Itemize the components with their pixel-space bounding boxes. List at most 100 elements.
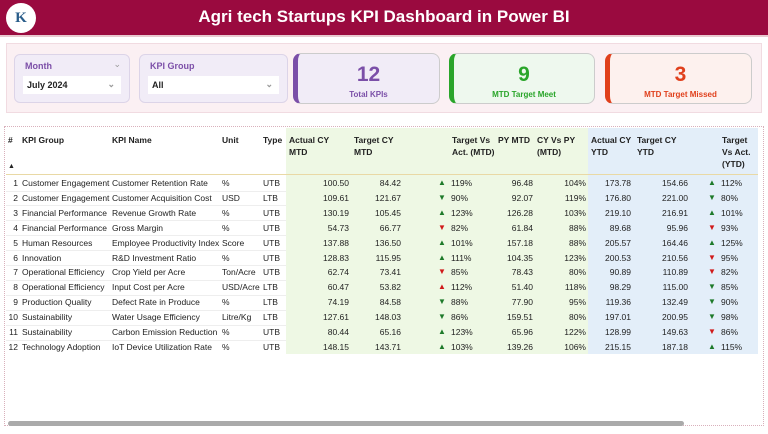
cell-n: 3 <box>13 207 18 218</box>
cell-n: 1 <box>13 178 18 188</box>
cell-tgt-ytd: 200.95 <box>662 312 688 323</box>
kpi-group-dropdown[interactable]: All ⌄ <box>148 76 279 94</box>
cell-py-mtd: 65.96 <box>511 327 533 337</box>
cell-tgt-mtd: 121.67 <box>375 192 401 203</box>
triangle-down-icon: ▼ <box>438 297 446 307</box>
cell-act-ytd: 128.99 <box>605 327 631 337</box>
cell-group: Customer Engagement <box>22 192 110 203</box>
cell-type: UTB <box>263 207 280 218</box>
column-header[interactable]: CY Vs PY (MTD) <box>537 135 575 157</box>
cell-act-mtd: 100.50 <box>323 178 349 188</box>
column-header[interactable]: Type <box>263 135 283 145</box>
column-header[interactable]: Target Vs Act. (MTD) <box>452 135 495 157</box>
column-header[interactable]: Actual CY MTD <box>289 135 329 157</box>
cell-act-mtd: 109.61 <box>323 192 349 203</box>
cell-type: UTB <box>263 252 280 263</box>
triangle-down-icon: ▼ <box>708 312 716 322</box>
column-header[interactable]: Actual CY YTD <box>591 135 631 157</box>
triangle-up-icon: ▲ <box>438 282 446 292</box>
cell-group: Sustainability <box>22 312 73 323</box>
cell-group: Technology Adoption <box>22 341 101 352</box>
month-dropdown[interactable]: July 2024 ⌄ <box>23 76 121 94</box>
cell-type: UTB <box>263 222 280 233</box>
row-divider <box>6 279 286 281</box>
card-value: 12 <box>356 63 381 86</box>
triangle-up-icon: ▲ <box>708 237 716 247</box>
cell-unit: USD/Acre <box>222 282 260 293</box>
card-value: 3 <box>674 63 687 86</box>
cell-unit: Score <box>222 237 245 248</box>
cell-tva-mtd: 119% <box>451 178 473 188</box>
cell-act-mtd: 62.74 <box>327 267 349 278</box>
cell-n: 11 <box>9 327 18 337</box>
cell-tva-mtd: 112% <box>451 282 473 293</box>
cell-tgt-ytd: 95.96 <box>666 222 688 233</box>
column-header[interactable]: Target Vs Act. (YTD) <box>722 135 751 169</box>
cell-name: Gross Margin <box>112 222 164 233</box>
cell-tva-mtd: 85% <box>451 267 469 278</box>
column-header[interactable]: KPI Group <box>22 135 65 145</box>
cell-tva-ytd: 86% <box>721 327 739 337</box>
cell-tva-ytd: 93% <box>721 222 739 233</box>
cell-group: Innovation <box>22 252 62 263</box>
cell-tva-ytd: 90% <box>721 297 739 308</box>
cell-tva-ytd: 85% <box>721 282 739 293</box>
cell-cy-vs_py: 103% <box>564 207 586 218</box>
cell-tgt-ytd: 115.00 <box>662 282 688 293</box>
sort-ascending-icon[interactable]: ▲ <box>8 163 15 170</box>
month-label: Month <box>25 61 52 71</box>
cell-act-mtd: 137.88 <box>323 237 349 248</box>
column-header[interactable]: KPI Name <box>112 135 152 145</box>
cell-unit: Litre/Kg <box>222 312 252 323</box>
ytd-section-bg <box>588 128 758 354</box>
column-header[interactable]: # <box>8 135 13 145</box>
page-title: Agri tech Startups KPI Dashboard in Powe… <box>198 7 570 26</box>
cell-group: Customer Engagement <box>22 178 110 188</box>
total-kpis-card: 12 Total KPIs <box>293 53 440 104</box>
cell-tgt-mtd: 84.58 <box>379 297 401 308</box>
row-divider <box>6 235 286 237</box>
kpi-group-label: KPI Group <box>150 61 195 71</box>
cell-cy-vs_py: 123% <box>564 252 586 263</box>
column-header[interactable]: Unit <box>222 135 239 145</box>
row-divider <box>6 324 286 326</box>
cell-act-mtd: 54.73 <box>327 222 349 233</box>
card-label: MTD Target Missed <box>644 90 717 99</box>
cell-name: Carbon Emission Reduction <box>112 327 218 337</box>
column-header[interactable]: Target CY YTD <box>637 135 677 157</box>
cell-tva-mtd: 123% <box>451 327 473 337</box>
cell-act-mtd: 80.44 <box>327 327 349 337</box>
cell-act-ytd: 119.36 <box>605 297 631 308</box>
cell-tgt-ytd: 187.18 <box>662 341 688 352</box>
row-divider <box>6 265 286 266</box>
cell-group: Financial Performance <box>22 207 108 218</box>
cell-tgt-mtd: 84.42 <box>379 178 401 188</box>
column-header[interactable]: PY MTD <box>498 135 530 145</box>
cell-n: 2 <box>13 192 18 203</box>
cell-tgt-mtd: 105.45 <box>375 207 401 218</box>
cell-tva-mtd: 88% <box>451 297 469 308</box>
cell-group: Operational Efficiency <box>22 267 105 278</box>
triangle-down-icon: ▼ <box>438 267 446 277</box>
triangle-up-icon: ▲ <box>438 237 446 247</box>
cell-tgt-mtd: 115.95 <box>375 252 401 263</box>
cell-tgt-ytd: 149.63 <box>662 327 688 337</box>
triangle-down-icon: ▼ <box>708 327 716 336</box>
cell-tva-ytd: 112% <box>721 178 743 188</box>
cell-unit: % <box>222 207 230 218</box>
cell-name: Revenue Growth Rate <box>112 207 197 218</box>
cell-cy-vs_py: 104% <box>564 178 586 188</box>
horizontal-scrollbar[interactable] <box>8 421 684 426</box>
cell-n: 7 <box>13 267 18 278</box>
cell-tgt-ytd: 164.46 <box>662 237 688 248</box>
cell-name: Water Usage Efficiency <box>112 312 200 323</box>
cell-act-ytd: 176.80 <box>605 192 631 203</box>
chevron-down-icon[interactable]: ⌄ <box>113 59 121 69</box>
cell-type: LTB <box>263 312 278 323</box>
triangle-up-icon: ▲ <box>708 178 716 187</box>
cell-n: 12 <box>8 341 18 352</box>
cell-tgt-mtd: 143.71 <box>375 341 401 352</box>
column-header[interactable]: Target CY MTD <box>354 135 394 157</box>
cell-act-mtd: 128.83 <box>323 252 349 263</box>
mtd-target-meet-card: 9 MTD Target Meet <box>449 53 595 104</box>
